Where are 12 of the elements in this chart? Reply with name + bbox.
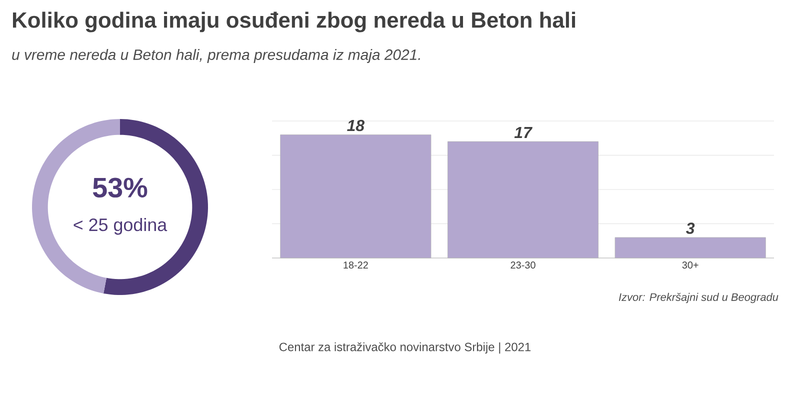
chart-subtitle: u vreme nereda u Beton hali, prema presudama iz maja 2021. [12, 49, 420, 63]
text: Izvor: Prekršajni sud u Beogradu [618, 292, 778, 304]
text: Centar za istraživačko novinarstvo Srbije | 2021 [279, 342, 531, 354]
x-tick-label: 23-30 [510, 262, 536, 269]
x-tick-label: 18-22 [344, 262, 368, 269]
data-label: 3 [686, 222, 695, 234]
text: Koliko godina imaju osuđeni zbog nereda u Beton hali [12, 12, 576, 32]
data-label: 53% [92, 178, 148, 198]
data-label: 18 [347, 120, 365, 132]
slice-label: < 25 godina [74, 218, 168, 235]
data-label: 17 [514, 127, 532, 138]
x-tick-label: 30+ [682, 262, 698, 269]
